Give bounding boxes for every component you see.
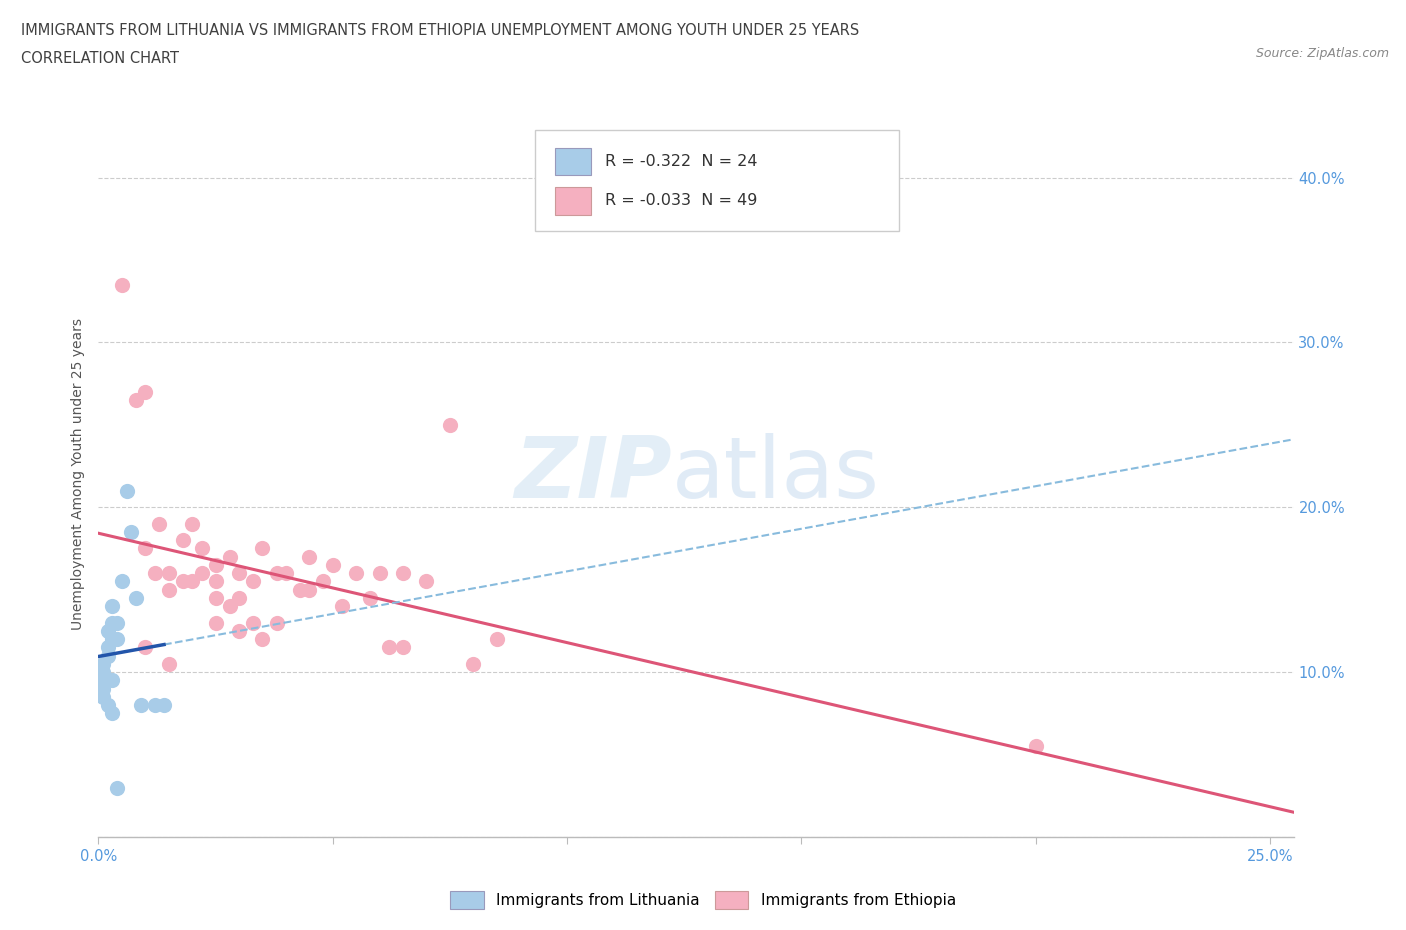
Point <box>228 565 250 580</box>
Point <box>115 484 138 498</box>
Point <box>134 384 156 399</box>
Point <box>91 689 114 704</box>
Point <box>330 599 353 614</box>
Point <box>91 665 114 680</box>
Point <box>392 565 415 580</box>
Point <box>218 550 240 565</box>
FancyBboxPatch shape <box>534 130 900 232</box>
Point <box>344 565 367 580</box>
Point <box>91 681 114 696</box>
Point <box>172 533 194 548</box>
Point <box>190 541 212 556</box>
Point <box>368 565 391 580</box>
Text: atlas: atlas <box>672 432 880 516</box>
Point <box>218 599 240 614</box>
Point <box>322 558 344 573</box>
Point <box>97 640 120 655</box>
Point <box>148 516 170 531</box>
Point <box>463 657 485 671</box>
Point <box>125 591 148 605</box>
Point <box>378 640 401 655</box>
Point <box>157 657 180 671</box>
Point <box>242 574 264 589</box>
Text: Source: ZipAtlas.com: Source: ZipAtlas.com <box>1256 46 1389 60</box>
Point <box>228 623 250 638</box>
Point <box>134 541 156 556</box>
Point <box>157 565 180 580</box>
Point <box>153 698 176 712</box>
Point <box>298 550 321 565</box>
Text: ZIP: ZIP <box>515 432 672 516</box>
Point <box>157 582 180 597</box>
Point <box>242 616 264 631</box>
Text: R = -0.033  N = 49: R = -0.033 N = 49 <box>605 193 758 208</box>
Point <box>485 631 508 646</box>
Point <box>143 565 166 580</box>
Point <box>228 591 250 605</box>
Point <box>439 418 461 432</box>
Point <box>266 616 288 631</box>
Point <box>172 574 194 589</box>
Point <box>252 631 274 646</box>
Point <box>312 574 335 589</box>
Point <box>415 574 437 589</box>
Point <box>101 673 124 688</box>
Bar <box>555 148 591 176</box>
Point <box>120 525 142 539</box>
Point <box>101 616 124 631</box>
Point <box>129 698 152 712</box>
Point <box>125 392 148 407</box>
Point <box>1025 738 1047 753</box>
Point <box>288 582 311 597</box>
Text: R = -0.322  N = 24: R = -0.322 N = 24 <box>605 154 758 169</box>
Point <box>274 565 297 580</box>
Y-axis label: Unemployment Among Youth under 25 years: Unemployment Among Youth under 25 years <box>72 318 86 631</box>
Text: CORRELATION CHART: CORRELATION CHART <box>21 51 179 66</box>
Point <box>97 648 120 663</box>
Point <box>105 616 128 631</box>
Point <box>204 574 226 589</box>
Point <box>204 558 226 573</box>
Point <box>91 673 114 688</box>
Point <box>97 623 120 638</box>
Point <box>359 591 381 605</box>
Point <box>101 706 124 721</box>
Point <box>181 516 204 531</box>
Point <box>134 640 156 655</box>
Point <box>105 631 128 646</box>
Point <box>143 698 166 712</box>
Point <box>204 616 226 631</box>
Point <box>204 591 226 605</box>
Bar <box>555 187 591 215</box>
Point <box>266 565 288 580</box>
Point <box>105 780 128 795</box>
Point <box>181 574 204 589</box>
Point <box>252 541 274 556</box>
Legend: Immigrants from Lithuania, Immigrants from Ethiopia: Immigrants from Lithuania, Immigrants fr… <box>444 885 962 915</box>
Point <box>111 574 134 589</box>
Point <box>190 565 212 580</box>
Point <box>298 582 321 597</box>
Point <box>111 277 134 292</box>
Point <box>101 599 124 614</box>
Point <box>97 698 120 712</box>
Point <box>91 657 114 671</box>
Text: IMMIGRANTS FROM LITHUANIA VS IMMIGRANTS FROM ETHIOPIA UNEMPLOYMENT AMONG YOUTH U: IMMIGRANTS FROM LITHUANIA VS IMMIGRANTS … <box>21 23 859 38</box>
Point <box>392 640 415 655</box>
Point <box>101 631 124 646</box>
